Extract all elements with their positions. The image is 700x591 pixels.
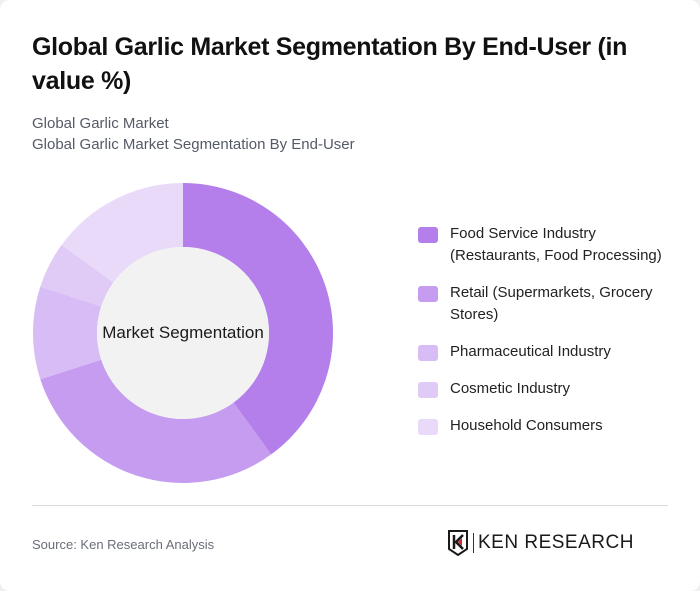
- legend-label: Retail (Supermarkets, Grocery Stores): [450, 284, 653, 323]
- legend-label: Cosmetic Industry: [450, 380, 571, 397]
- chart-title: Global Garlic Market Segmentation By End…: [32, 33, 628, 95]
- legend-swatch-icon: [418, 419, 438, 435]
- legend-swatch-icon: [418, 382, 438, 398]
- logo-separator: [473, 533, 474, 553]
- footer-divider: [32, 505, 668, 506]
- legend-item[interactable]: Pharmaceutical Industry: [418, 341, 688, 363]
- legend-label: Food Service Industry (Restaurants, Food…: [450, 225, 662, 264]
- donut-chart: [32, 183, 333, 483]
- donut-hole: [97, 247, 269, 419]
- logo-text: KEN RESEARCH: [478, 532, 634, 553]
- legend-label: Household Consumers: [450, 417, 603, 434]
- donut-slice[interactable]: [40, 244, 114, 307]
- donut-slice[interactable]: [183, 183, 333, 455]
- legend-swatch-icon: [418, 227, 438, 243]
- legend-item[interactable]: Retail (Supermarkets, Grocery Stores): [418, 282, 688, 326]
- source-note: Source: Ken Research Analysis: [32, 537, 215, 552]
- chart-subtitle: Global Garlic Market Global Garlic Marke…: [32, 113, 355, 155]
- donut-slice[interactable]: [32, 286, 102, 380]
- subtitle-market: Global Garlic Market: [32, 115, 169, 132]
- legend-swatch-icon: [418, 345, 438, 361]
- ken-research-logo: KEN RESEARCH: [447, 530, 634, 556]
- legend-label: Pharmaceutical Industry: [450, 343, 611, 360]
- legend-item[interactable]: Food Service Industry (Restaurants, Food…: [418, 223, 688, 267]
- legend-swatch-icon: [418, 286, 438, 302]
- donut-slice[interactable]: [40, 359, 272, 483]
- chart-legend: Food Service Industry (Restaurants, Food…: [418, 223, 688, 452]
- legend-item[interactable]: Household Consumers: [418, 415, 688, 437]
- legend-item[interactable]: Cosmetic Industry: [418, 378, 688, 400]
- subtitle-segmentation: Global Garlic Market Segmentation By End…: [32, 136, 355, 153]
- ken-shield-icon: [448, 530, 468, 556]
- donut-slice[interactable]: [61, 183, 183, 283]
